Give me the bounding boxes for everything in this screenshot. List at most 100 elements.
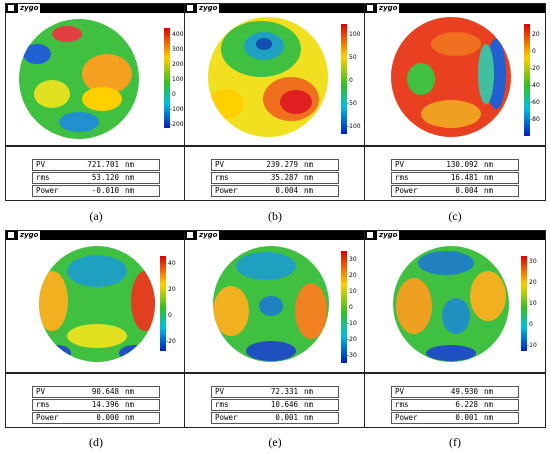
stat-power: Power 0.001 nm [211,412,339,424]
caption: (b) [268,209,282,223]
caption: (c) [448,209,462,223]
title-bar: zygo [6,231,186,240]
scale-tick: 20 [529,279,537,286]
divider [185,372,365,374]
scale-tick: 100 [172,76,184,83]
app-label: zygo [197,4,220,13]
scale-tick: -50 [347,100,357,107]
stat-pv: PV 721.701 nm [32,159,160,171]
scale-tick: 0 [349,77,353,84]
stat-rms: rms 10.646 nm [211,399,339,411]
scale-tick: -20 [347,336,357,343]
zygo-window: zygo 20 0 -20 [364,3,546,201]
scale-tick: 10 [349,288,357,295]
caption: (f) [449,435,461,449]
scale-tick: 0 [168,312,172,319]
scale-tick: -100 [347,123,361,130]
zygo-window: zygo 30 20 10 [364,230,546,428]
scale-tick: -30 [347,352,357,359]
scale-tick: 300 [172,46,184,53]
title-bar: zygo [365,4,545,13]
app-label: zygo [377,4,400,13]
stat-rms: rms 53.120 nm [32,172,160,184]
window-menu-icon[interactable] [367,5,373,11]
stat-rms: rms 6.228 nm [391,399,519,411]
zygo-window: zygo 100 50 [184,3,366,201]
stat-rms: rms 14.396 nm [32,399,160,411]
stat-power: Power 0.004 nm [391,185,519,197]
stat-power: Power 0.000 nm [32,412,160,424]
scale-tick: -10 [347,320,357,327]
scale-tick: 50 [349,54,357,61]
scale-tick: 20 [532,31,540,38]
scale-tick: 40 [168,260,176,267]
divider [185,145,365,147]
app-label: zygo [18,231,41,240]
stat-power: Power 0.001 nm [391,412,519,424]
surface-map: 40 20 0 -20 [39,246,176,362]
scale-tick: 0 [172,91,176,98]
stat-rms: rms 16.481 nm [391,172,519,184]
scale-tick: 30 [349,256,357,263]
scale-tick: 0 [529,321,533,328]
caption: (a) [89,209,103,223]
stat-pv: PV 130.092 nm [391,159,519,171]
title-bar: zygo [365,231,545,240]
window-menu-icon[interactable] [367,232,373,238]
scale-tick: 400 [172,31,184,38]
scale-tick: 20 [349,272,357,279]
scale-tick: 30 [529,258,537,265]
stat-rms: rms 35.287 nm [211,172,339,184]
scale-tick: 10 [529,300,537,307]
scale-tick: 0 [349,304,353,311]
stat-power: Power -0.010 nm [32,185,160,197]
panel-a: zygo 400 300 [5,3,187,223]
stat-pv: PV 49.930 nm [391,386,519,398]
app-label: zygo [377,231,400,240]
scale-tick: 100 [349,31,361,38]
scale-tick: -20 [166,338,176,345]
scale-tick: -20 [530,65,540,72]
scale-tick: -40 [530,82,540,89]
panel-e: zygo 30 20 10 [184,230,366,449]
window-menu-icon[interactable] [187,232,193,238]
panel-b: zygo 100 50 [184,3,366,223]
app-label: zygo [197,231,220,240]
scale-tick: 20 [168,286,176,293]
divider [365,372,545,374]
scale-tick: -200 [170,121,184,128]
window-menu-icon[interactable] [8,232,14,238]
caption: (e) [268,435,282,449]
scale-tick: -10 [527,342,537,349]
surface-map: 30 20 10 0 -10 -20 -30 [213,246,357,363]
surface-map: 30 20 10 0 -10 [393,246,537,362]
surface-map: 20 0 -20 -40 -60 -80 [391,17,540,137]
divider [6,145,186,147]
window-menu-icon[interactable] [187,5,193,11]
stat-pv: PV 239.279 nm [211,159,339,171]
divider [6,372,186,374]
stat-pv: PV 90.648 nm [32,386,160,398]
caption: (d) [89,435,103,449]
scale-tick: 200 [172,61,184,68]
scale-tick: -100 [170,106,184,113]
scale-tick: 0 [532,48,536,55]
zygo-window: zygo 40 20 [5,230,187,428]
window-menu-icon[interactable] [8,5,14,11]
zygo-window: zygo 30 20 10 [184,230,366,428]
scale-tick: -60 [530,99,540,106]
panel-f: zygo 30 20 10 [364,230,546,449]
zygo-window: zygo 400 300 [5,3,187,201]
scale-tick: -80 [530,116,540,123]
surface-map: 400 300 200 100 0 -100 -200 [19,19,184,139]
title-bar: zygo [185,4,365,13]
stat-pv: PV 72.331 nm [211,386,339,398]
surface-map: 100 50 0 -50 -100 [208,17,361,137]
title-bar: zygo [6,4,186,13]
app-label: zygo [18,4,41,13]
panel-d: zygo 40 20 [5,230,187,449]
panel-c: zygo 20 0 -20 [364,3,546,223]
divider [365,145,545,147]
stat-power: Power 0.004 nm [211,185,339,197]
title-bar: zygo [185,231,365,240]
